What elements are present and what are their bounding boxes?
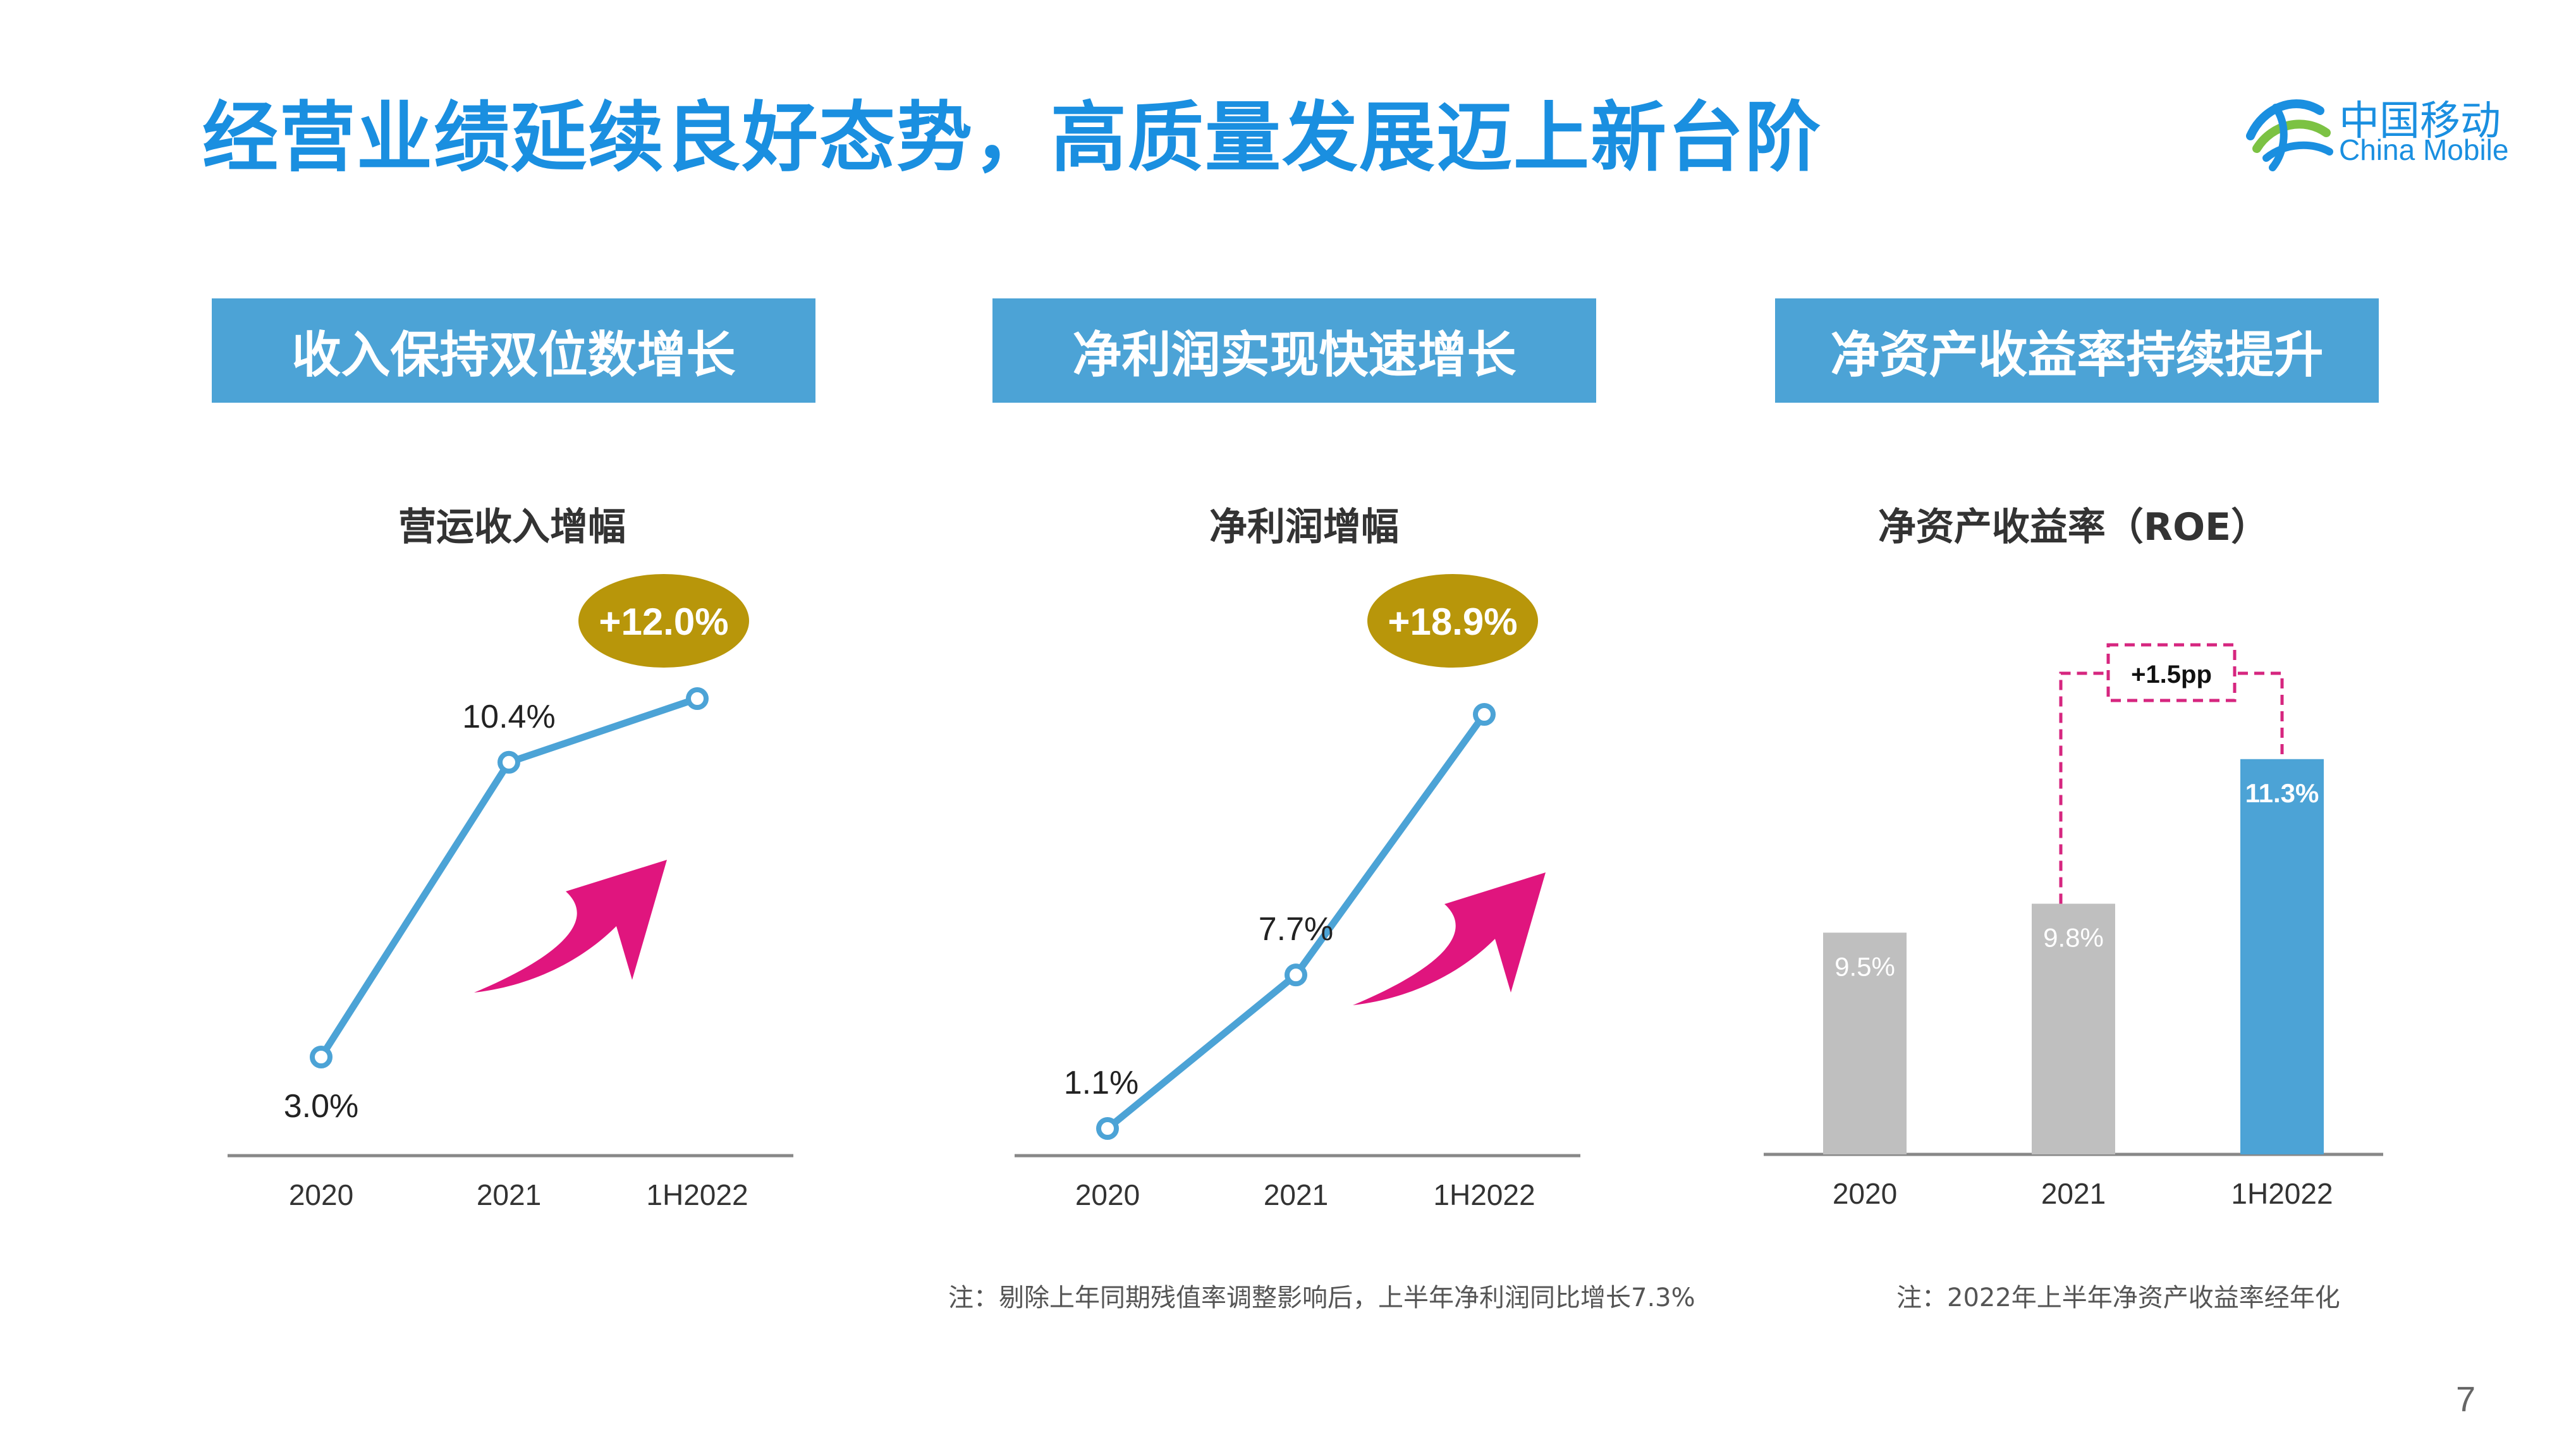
bar (2032, 903, 2115, 1154)
banner-profit: 净利润实现快速增长 (992, 298, 1596, 403)
bar (2240, 759, 2324, 1154)
data-label: 3.0% (284, 1088, 359, 1125)
growth-badge (1367, 574, 1538, 668)
data-label: 10.4% (462, 699, 555, 735)
note-profit: 注：剔除上年同期残值率调整影响后，上半年净利润同比增长7.3% (948, 1283, 1695, 1312)
revenue-line-chart: 2020 2021 1H2022 3.0% 10.4% +12.0% (228, 574, 793, 1211)
data-point (1285, 963, 1307, 987)
growth-badge-label: +12.0% (599, 601, 728, 643)
data-point (686, 687, 709, 710)
logo-cn-text: 中国移动 (2339, 98, 2501, 145)
data-point (310, 1046, 333, 1068)
page-number: 7 (2456, 1379, 2476, 1419)
china-mobile-logo-icon (2246, 99, 2333, 171)
roe-bar-chart: 9.5% 2020 9.8% 2021 11.3% 1H2022 +1.5pp (1764, 643, 2383, 1210)
diff-box (2106, 643, 2237, 702)
data-label: 7.7% (1259, 911, 1334, 948)
trend-arrow-icon (474, 860, 667, 993)
bar-value-label: 9.8% (2043, 923, 2104, 953)
page-title: 经营业绩延续良好态势，高质量发展迈上新台阶 (202, 94, 1822, 182)
growth-badge-label: +18.9% (1388, 601, 1517, 643)
bar (1823, 932, 1907, 1154)
logo-en-text: China Mobile (2339, 133, 2509, 166)
profit-line-chart: 2020 2021 1H2022 1.1% 7.7% +18.9% (1015, 574, 1580, 1211)
diff-connector (2059, 671, 2284, 904)
x-tick-label: 2021 (477, 1178, 541, 1211)
x-tick-label: 2020 (289, 1178, 353, 1211)
data-point (1096, 1117, 1119, 1140)
x-tick-label: 2020 (1833, 1177, 1897, 1210)
growth-badge (578, 574, 749, 668)
data-point (497, 750, 520, 774)
bar-value-label: 9.5% (1834, 951, 1895, 981)
data-label: 1.1% (1064, 1065, 1139, 1101)
x-tick-label: 2021 (1264, 1178, 1328, 1211)
chart-title-roe: 净资产收益率（ROE） (1877, 505, 2269, 549)
banner-revenue: 收入保持双位数增长 (212, 298, 815, 403)
data-point (1473, 703, 1496, 726)
chart-title-profit: 净利润增幅 (1209, 505, 1399, 549)
trend-arrow-icon (1353, 872, 1546, 1005)
x-tick-label: 1H2022 (2231, 1177, 2333, 1210)
chart-title-revenue: 营运收入增幅 (398, 505, 626, 549)
x-tick-label: 2021 (2041, 1177, 2106, 1210)
bar-value-label: 11.3% (2245, 778, 2319, 808)
x-tick-label: 1H2022 (646, 1178, 748, 1211)
banner-roe: 净资产收益率持续提升 (1775, 298, 2379, 403)
x-tick-label: 2020 (1075, 1178, 1140, 1211)
diff-label: +1.5pp (2131, 661, 2212, 688)
x-tick-label: 1H2022 (1433, 1178, 1535, 1211)
note-roe: 注：2022年上半年净资产收益率经年化 (1896, 1283, 2340, 1312)
